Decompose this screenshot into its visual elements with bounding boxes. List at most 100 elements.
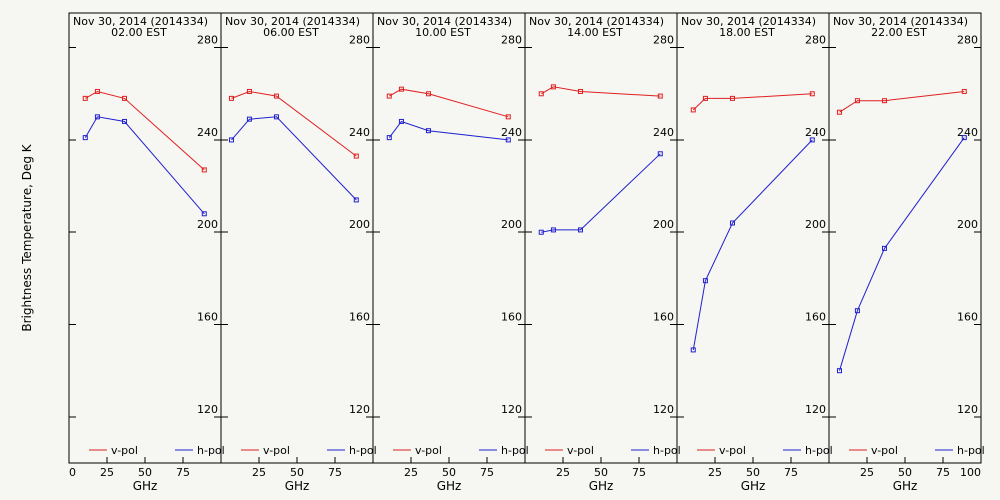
data-point-v-pol <box>353 153 359 159</box>
data-point-v-pol <box>398 86 404 92</box>
legend-label-h-pol: h-pol <box>501 444 529 457</box>
y-tick-label: 200 <box>197 218 218 231</box>
y-tick-label: 280 <box>197 34 218 47</box>
series-line-h-pol <box>692 139 813 350</box>
panel-title: Nov 30, 2014 (2014334) <box>529 15 664 28</box>
panel-2: Nov 30, 2014 (2014334)06.00 EST 120 160 200… <box>220 12 377 493</box>
y-tick-label: 160 <box>957 311 978 324</box>
data-point-v-pol <box>961 88 967 94</box>
data-point-h-pol <box>854 308 860 314</box>
series-line-v-pol <box>839 91 965 113</box>
x-tick-label: 25 <box>404 466 418 479</box>
data-point-v-pol <box>702 95 708 101</box>
x-axis-label: GHz <box>893 479 918 493</box>
panel-title: Nov 30, 2014 (2014334) <box>377 15 512 28</box>
panel-subtitle: 02.00 EST <box>111 26 167 39</box>
data-point-h-pol <box>657 151 663 157</box>
y-tick-label: 200 <box>501 218 522 231</box>
panel-frame <box>68 12 222 464</box>
data-point-v-pol <box>386 93 392 99</box>
data-point-h-pol <box>702 278 708 284</box>
data-point-h-pol <box>201 211 207 217</box>
x-axis-label: GHz <box>589 479 614 493</box>
panel-title: Nov 30, 2014 (2014334) <box>681 15 816 28</box>
legend-label-v-pol: v-pol <box>719 444 746 457</box>
legend-label-v-pol: v-pol <box>871 444 898 457</box>
legend-label-v-pol: v-pol <box>263 444 290 457</box>
y-tick-label: 240 <box>349 126 370 139</box>
panel-title: Nov 30, 2014 (2014334) <box>73 15 208 28</box>
x-tick-label: 75 <box>936 466 950 479</box>
series-line-h-pol <box>84 116 205 215</box>
y-tick-label: 120 <box>805 403 826 416</box>
x-tick-label: 0 <box>69 466 76 479</box>
legend-label-h-pol: h-pol <box>349 444 377 457</box>
data-point-v-pol <box>577 88 583 94</box>
y-tick-label: 280 <box>501 34 522 47</box>
y-tick-label: 240 <box>805 126 826 139</box>
data-point-h-pol <box>228 137 234 143</box>
data-point-h-pol <box>246 116 252 122</box>
x-tick-label: 50 <box>138 466 152 479</box>
series-line-v-pol <box>541 86 661 97</box>
x-tick-label: 25 <box>556 466 570 479</box>
data-point-v-pol <box>729 95 735 101</box>
panel-subtitle: 06.00 EST <box>263 26 319 39</box>
panel-subtitle: 14.00 EST <box>567 26 623 39</box>
panel-3: Nov 30, 2014 (2014334)10.00 EST 120 160 200… <box>372 12 529 493</box>
data-point-h-pol <box>273 114 279 120</box>
x-axis-label: GHz <box>741 479 766 493</box>
y-tick-label: 240 <box>653 126 674 139</box>
series-line-h-pol <box>388 120 509 141</box>
series-line-h-pol <box>541 153 661 233</box>
data-point-h-pol <box>505 137 511 143</box>
panel-frame <box>220 12 374 464</box>
data-point-v-pol <box>94 88 100 94</box>
y-tick-label: 280 <box>805 34 826 47</box>
legend-label-v-pol: v-pol <box>415 444 442 457</box>
data-point-h-pol <box>690 347 696 353</box>
y-tick-label: 120 <box>653 403 674 416</box>
legend-label-v-pol: v-pol <box>567 444 594 457</box>
panel-frame <box>372 12 526 464</box>
y-tick-label: 160 <box>197 311 218 324</box>
data-point-v-pol <box>246 88 252 94</box>
data-point-h-pol <box>353 197 359 203</box>
panel-title: Nov 30, 2014 (2014334) <box>833 15 968 28</box>
data-point-v-pol <box>690 107 696 113</box>
data-point-h-pol <box>538 229 544 235</box>
series-line-v-pol <box>231 90 357 157</box>
panels: Nov 30, 2014 (2014334)02.00 EST120160200… <box>68 12 985 493</box>
data-point-h-pol <box>94 114 100 120</box>
legend-label-v-pol: v-pol <box>111 444 138 457</box>
series-line-v-pol <box>85 90 205 171</box>
panel-subtitle: 22.00 EST <box>871 26 927 39</box>
data-point-h-pol <box>729 220 735 226</box>
x-tick-label: 75 <box>632 466 646 479</box>
x-tick-label: 50 <box>290 466 304 479</box>
data-point-h-pol <box>809 137 815 143</box>
y-tick-label: 120 <box>349 403 370 416</box>
y-tick-label: 120 <box>197 403 218 416</box>
x-tick-label: 75 <box>480 466 494 479</box>
panel-frame <box>828 12 982 464</box>
data-point-v-pol <box>121 95 127 101</box>
x-tick-label: 100 <box>960 466 981 479</box>
data-point-h-pol <box>836 368 842 374</box>
panel-frame <box>524 12 678 464</box>
y-axis-label: Brightness Temperature, Deg K <box>20 143 34 331</box>
y-tick-label: 200 <box>805 218 826 231</box>
legend-label-h-pol: h-pol <box>653 444 681 457</box>
series-line-h-pol <box>231 116 357 201</box>
panel-subtitle: 10.00 EST <box>415 26 471 39</box>
series-line-h-pol <box>839 137 965 371</box>
y-tick-label: 160 <box>349 311 370 324</box>
data-point-h-pol <box>121 118 127 124</box>
y-tick-label: 240 <box>957 126 978 139</box>
x-tick-label: 75 <box>328 466 342 479</box>
data-point-v-pol <box>273 93 279 99</box>
y-tick-label: 160 <box>805 311 826 324</box>
x-tick-label: 50 <box>746 466 760 479</box>
y-tick-label: 200 <box>957 218 978 231</box>
